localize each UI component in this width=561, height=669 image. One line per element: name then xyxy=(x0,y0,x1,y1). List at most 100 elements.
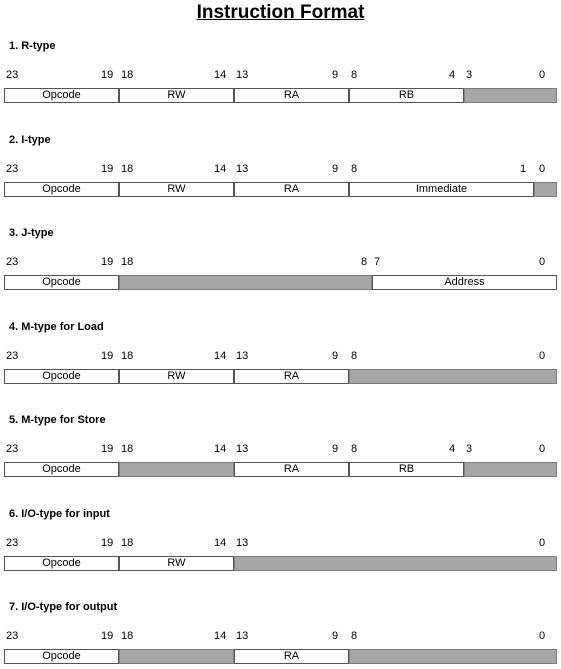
field: RA xyxy=(234,88,349,103)
unused-field xyxy=(349,368,557,384)
bit-number: 14 xyxy=(214,630,227,642)
bit-number: 18 xyxy=(121,69,134,81)
bit-number: 18 xyxy=(121,630,134,642)
unused-field xyxy=(119,275,372,290)
bit-number: 0 xyxy=(539,69,546,81)
unused-field xyxy=(349,649,557,664)
bit-number: 19 xyxy=(101,162,114,175)
field-bar: Opcode RW RA RB xyxy=(4,88,557,103)
field-bar: Opcode RW RA xyxy=(4,368,557,384)
format-heading: 6. I/O-type for input xyxy=(9,507,110,520)
bit-number: 8 xyxy=(351,69,358,81)
bit-number: 8 xyxy=(351,630,358,642)
bit-number: 14 xyxy=(214,69,227,81)
field: Opcode xyxy=(4,555,119,571)
bit-number: 9 xyxy=(332,630,339,642)
format-heading: 7. I/O-type for output xyxy=(9,601,118,613)
field: Opcode xyxy=(4,88,119,103)
bit-number: 14 xyxy=(214,536,227,549)
field-bar: Opcode RW xyxy=(4,555,557,571)
bit-number: 13 xyxy=(236,162,249,175)
bit-number: 9 xyxy=(332,443,339,455)
bit-number: 8 xyxy=(351,349,358,362)
bit-number: 13 xyxy=(236,630,249,642)
format-heading: 5. M-type for Store xyxy=(9,414,106,426)
field: RA xyxy=(234,462,349,477)
unused-field xyxy=(119,462,234,477)
field: RW xyxy=(119,368,234,384)
bit-number: 23 xyxy=(6,256,19,268)
bit-number: 9 xyxy=(332,162,339,175)
diagram-title: Instruction Format xyxy=(196,2,365,23)
bit-number: 18 xyxy=(121,536,134,549)
format-heading: 2. I-type xyxy=(9,133,51,146)
field: Opcode xyxy=(4,181,119,197)
field: RA xyxy=(234,181,349,197)
unused-field xyxy=(464,88,557,103)
format-heading: 3. J-type xyxy=(9,227,54,239)
format-heading: 4. M-type for Load xyxy=(9,320,104,333)
bit-number: 19 xyxy=(101,69,114,81)
bit-number: 18 xyxy=(121,162,134,175)
field-bar: Opcode RW RA Immediate xyxy=(4,181,557,197)
bit-number: 3 xyxy=(466,443,473,455)
bit-number: 13 xyxy=(236,443,249,455)
bit-number: 18 xyxy=(121,256,134,268)
bit-number: 13 xyxy=(236,349,249,362)
bit-number: 0 xyxy=(539,349,546,362)
bit-number: 19 xyxy=(101,443,114,455)
field: RA xyxy=(234,649,349,664)
field: Opcode xyxy=(4,462,119,477)
field-bar: Opcode RA xyxy=(4,649,557,664)
bit-number: 23 xyxy=(6,536,19,549)
bit-number: 14 xyxy=(214,162,227,175)
field: RB xyxy=(349,88,464,103)
bit-number: 19 xyxy=(101,256,114,268)
field: Opcode xyxy=(4,275,119,290)
bit-number: 8 xyxy=(351,443,358,455)
bit-number: 9 xyxy=(332,69,339,81)
bit-number: 23 xyxy=(6,69,19,81)
field: Opcode xyxy=(4,368,119,384)
bit-number: 14 xyxy=(214,349,227,362)
bit-number: 8 xyxy=(351,162,358,175)
bit-number: 19 xyxy=(101,536,114,549)
format-heading: 1. R-type xyxy=(9,40,56,52)
field: Address xyxy=(372,275,557,290)
field: RW xyxy=(119,88,234,103)
field-bar: Opcode Address xyxy=(4,275,557,290)
bit-number: 23 xyxy=(6,349,19,362)
bit-number: 0 xyxy=(539,443,546,455)
bit-number: 23 xyxy=(6,630,19,642)
bit-number: 13 xyxy=(236,536,249,549)
bit-number: 3 xyxy=(466,69,473,81)
bit-number: 0 xyxy=(539,256,546,268)
bit-number: 23 xyxy=(6,162,19,175)
bit-number: 14 xyxy=(214,443,227,455)
bit-number: 19 xyxy=(101,349,114,362)
bit-number: 4 xyxy=(449,69,456,81)
bit-number: 23 xyxy=(6,443,19,455)
bit-number: 0 xyxy=(539,536,546,549)
field: RW xyxy=(119,181,234,197)
bit-number: 8 xyxy=(361,256,368,268)
bit-number: 18 xyxy=(121,443,134,455)
bit-number: 7 xyxy=(374,256,381,268)
unused-field xyxy=(464,462,557,477)
field-bar: Opcode RA RB xyxy=(4,462,557,477)
field: RA xyxy=(234,368,349,384)
bit-number: 9 xyxy=(332,349,339,362)
bit-number: 13 xyxy=(236,69,249,81)
unused-field xyxy=(234,555,557,571)
field: RB xyxy=(349,462,464,477)
field: Immediate xyxy=(349,181,534,197)
bit-number: 18 xyxy=(121,349,134,362)
bit-number: 4 xyxy=(449,443,456,455)
field: Opcode xyxy=(4,649,119,664)
bit-number: 19 xyxy=(101,630,114,642)
bit-number: 1 xyxy=(520,162,527,175)
bit-number: 0 xyxy=(539,630,546,642)
bit-number: 0 xyxy=(539,162,546,175)
unused-field xyxy=(534,181,557,197)
field: RW xyxy=(119,555,234,571)
